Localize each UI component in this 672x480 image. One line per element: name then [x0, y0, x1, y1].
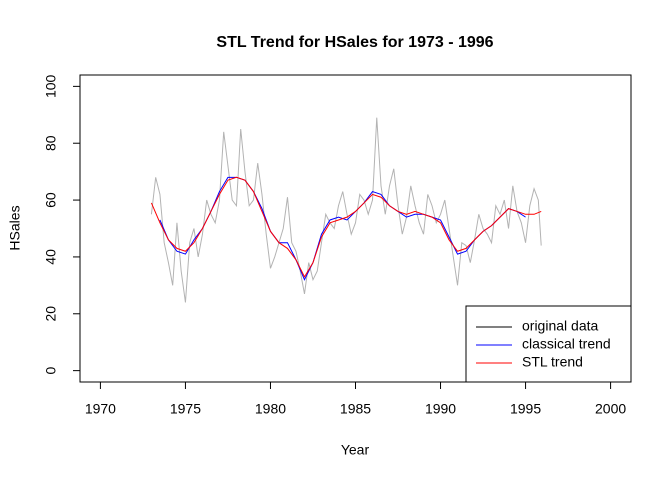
series-line	[150, 176, 542, 278]
x-tick-label: 2000	[595, 401, 626, 417]
x-tick-label: 1985	[340, 401, 371, 417]
series-line	[150, 117, 542, 303]
y-tick-label: 20	[43, 306, 59, 322]
y-tick-label: 60	[43, 192, 59, 208]
x-axis-title: Year	[341, 442, 370, 458]
legend-box	[465, 305, 632, 383]
legend-label: STL trend	[522, 354, 583, 370]
legend-label: original data	[522, 318, 598, 334]
y-tick-label: 80	[43, 135, 59, 151]
y-tick-label: 0	[43, 367, 59, 375]
y-axis-title: HSales	[7, 205, 23, 250]
y-tick-label: 100	[43, 74, 59, 98]
x-tick-label: 1975	[170, 401, 201, 417]
chart-title: STL Trend for HSales for 1973 - 1996	[216, 34, 493, 51]
x-tick-label: 1990	[425, 401, 456, 417]
x-tick-label: 1995	[510, 401, 541, 417]
legend-label: classical trend	[522, 336, 611, 352]
x-tick-label: 1970	[85, 401, 116, 417]
y-tick-label: 40	[43, 249, 59, 265]
x-tick-label: 1980	[255, 401, 286, 417]
